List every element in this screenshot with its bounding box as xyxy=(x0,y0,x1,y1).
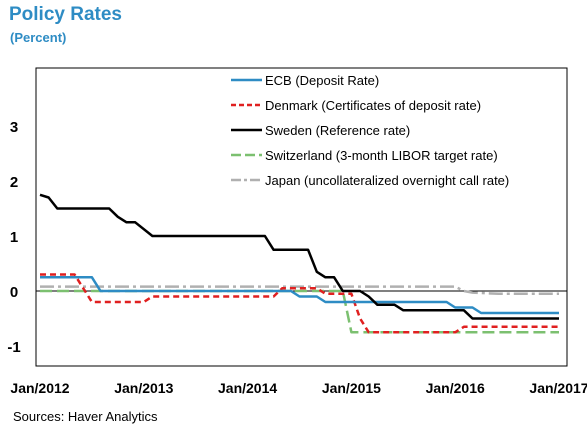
series-line xyxy=(40,275,559,333)
legend: ECB (Deposit Rate) Denmark (Certificates … xyxy=(231,73,509,188)
x-tick-label: Jan/2012 xyxy=(10,380,69,396)
x-tick-label: Jan/2015 xyxy=(322,380,381,396)
source-note: Sources: Haver Analytics xyxy=(13,409,158,424)
y-tick-label: 2 xyxy=(10,174,18,191)
series-lines xyxy=(40,195,559,332)
series-line xyxy=(40,195,559,319)
y-tick-label: -1 xyxy=(7,339,20,356)
legend-label: Switzerland (3-month LIBOR target rate) xyxy=(265,148,498,163)
legend-label: Japan (uncollateralized overnight call r… xyxy=(265,173,509,188)
y-tick-label: 0 xyxy=(10,284,18,301)
legend-label: ECB (Deposit Rate) xyxy=(265,73,379,88)
y-tick-label: 3 xyxy=(10,119,18,136)
series-line xyxy=(40,277,559,313)
y-axis: 3 2 1 0 -1 xyxy=(7,119,20,356)
legend-label: Sweden (Reference rate) xyxy=(265,123,410,138)
x-tick-label: Jan/2016 xyxy=(426,380,485,396)
y-tick-label: 1 xyxy=(10,229,18,246)
x-tick-label: Jan/2013 xyxy=(114,380,173,396)
x-tick-label: Jan/2014 xyxy=(218,380,277,396)
x-tick-label: Jan/2017 xyxy=(529,380,587,396)
legend-label: Denmark (Certificates of deposit rate) xyxy=(265,98,481,113)
x-axis: Jan/2012 Jan/2013 Jan/2014 Jan/2015 Jan/2016… xyxy=(10,380,587,396)
